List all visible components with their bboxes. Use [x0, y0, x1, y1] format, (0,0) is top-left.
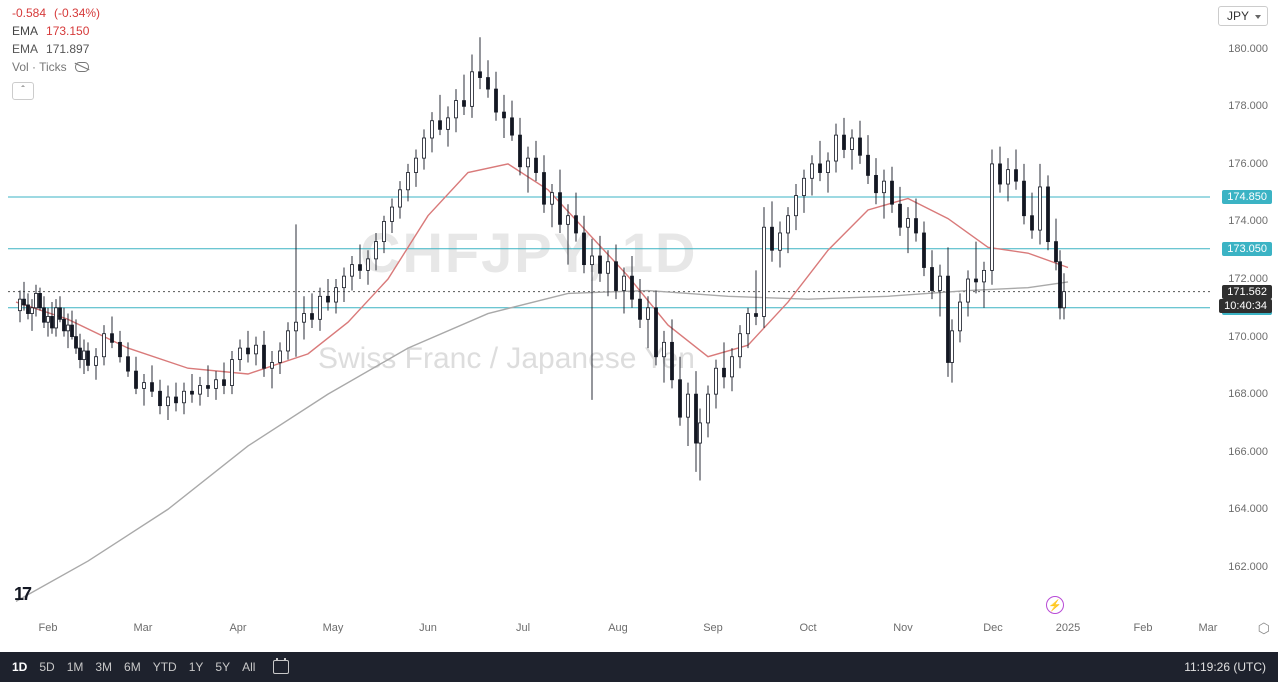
x-axis-tick: Apr [229, 622, 246, 634]
x-axis-tick: Sep [703, 622, 723, 634]
bottom-toolbar: 1D 5D 1M 3M 6M YTD 1Y 5Y All 11:19:26 (UTC) [0, 652, 1278, 682]
timeframe-5d[interactable]: 5D [39, 660, 54, 674]
countdown-tag: 10:40:34 [1219, 299, 1272, 313]
timeframe-1y[interactable]: 1Y [189, 660, 204, 674]
x-axis-tick: Jul [516, 622, 530, 634]
x-axis-tick: 2025 [1056, 622, 1080, 634]
timeframe-1d[interactable]: 1D [12, 660, 27, 674]
timeframe-3m[interactable]: 3M [95, 660, 112, 674]
x-axis-tick: Jun [419, 622, 437, 634]
x-axis-tick: Mar [134, 622, 153, 634]
tradingview-logo: 17 [14, 584, 28, 605]
y-axis-tick: 162.000 [1228, 561, 1268, 573]
y-axis-tick: 180.000 [1228, 43, 1268, 55]
y-axis-tick: 166.000 [1228, 446, 1268, 458]
timeframe-all[interactable]: All [242, 660, 255, 674]
x-axis-tick: Nov [893, 622, 913, 634]
flash-icon[interactable]: ⚡ [1046, 596, 1064, 614]
y-axis-tick: 174.000 [1228, 215, 1268, 227]
price-level-tag: 173.050 [1222, 242, 1272, 256]
x-axis-tick: Oct [799, 622, 816, 634]
y-axis-tick: 172.000 [1228, 273, 1268, 285]
timeframe-5y[interactable]: 5Y [215, 660, 230, 674]
price-chart[interactable] [0, 0, 1278, 682]
y-axis-tick: 168.000 [1228, 388, 1268, 400]
timeframe-6m[interactable]: 6M [124, 660, 141, 674]
x-axis-tick: Feb [1134, 622, 1153, 634]
x-axis-tick: Aug [608, 622, 628, 634]
current-price-tag: 171.562 [1222, 285, 1272, 299]
x-axis-tick: Mar [1199, 622, 1218, 634]
timeframe-1m[interactable]: 1M [67, 660, 84, 674]
y-axis-tick: 170.000 [1228, 331, 1268, 343]
y-axis-tick: 176.000 [1228, 158, 1268, 170]
y-axis-tick: 164.000 [1228, 503, 1268, 515]
goto-date-button[interactable] [273, 660, 289, 674]
x-axis-tick: Dec [983, 622, 1003, 634]
price-level-tag: 174.850 [1222, 190, 1272, 204]
chart-root: -0.584 (-0.34%) EMA 173.150 EMA 171.897 … [0, 0, 1278, 682]
x-axis-tick: Feb [39, 622, 58, 634]
chart-settings-icon[interactable]: ⬡ [1258, 620, 1270, 637]
x-axis-tick: May [323, 622, 344, 634]
timeframe-ytd[interactable]: YTD [153, 660, 177, 674]
y-axis-tick: 178.000 [1228, 100, 1268, 112]
clock-display: 11:19:26 (UTC) [1184, 660, 1266, 674]
